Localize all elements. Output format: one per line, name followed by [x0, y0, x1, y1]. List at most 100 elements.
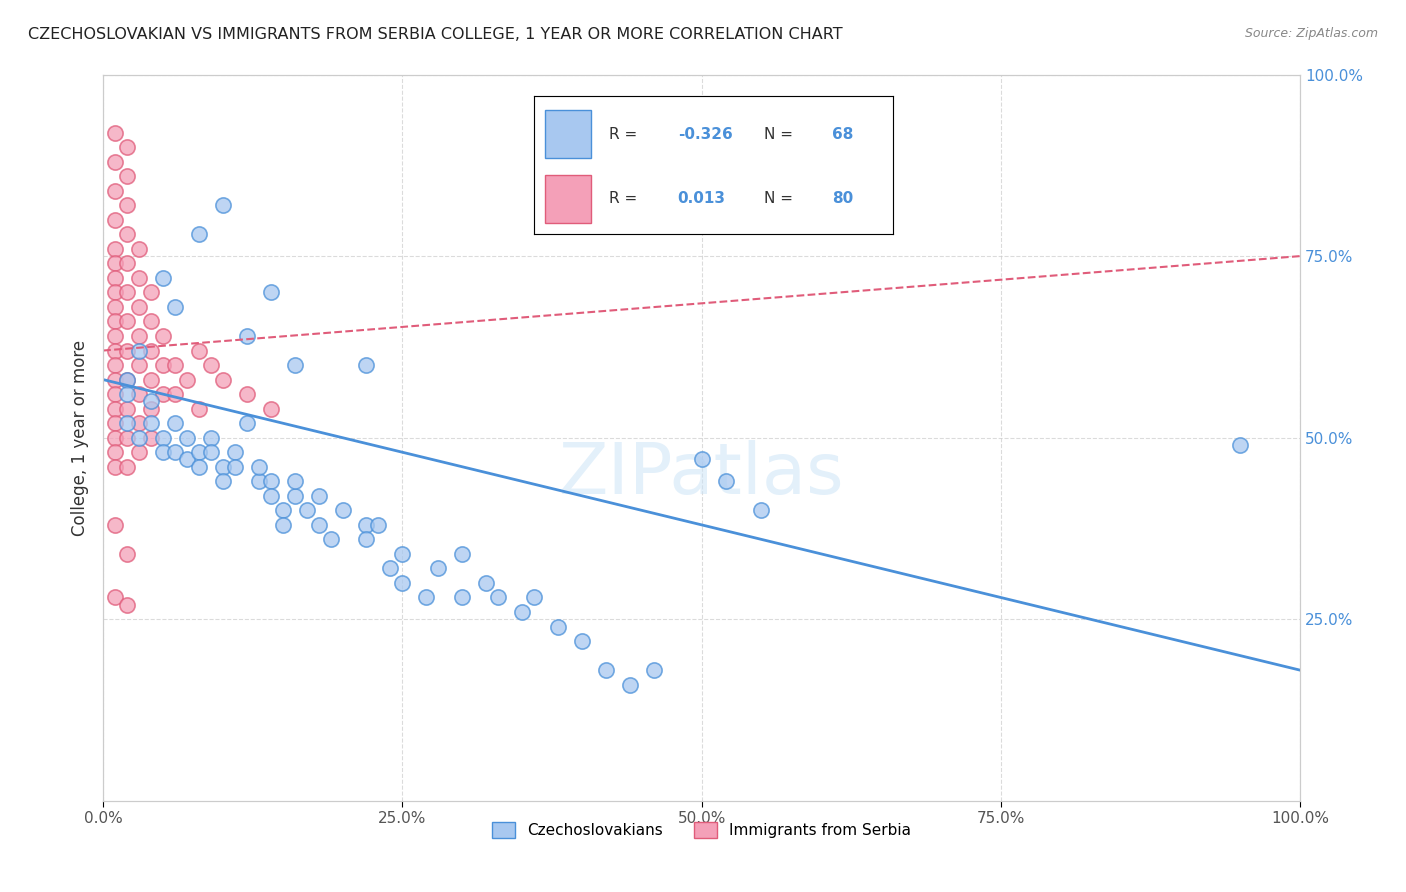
- Point: [139, 314, 162, 328]
- Point: [247, 475, 270, 489]
- Point: [595, 663, 617, 677]
- Point: [115, 401, 138, 416]
- Point: [115, 169, 138, 184]
- Point: [271, 503, 294, 517]
- Point: [115, 431, 138, 445]
- Point: [128, 387, 150, 401]
- Legend: Czechoslovakians, Immigrants from Serbia: Czechoslovakians, Immigrants from Serbia: [486, 816, 917, 844]
- Point: [271, 517, 294, 532]
- Point: [128, 431, 150, 445]
- Point: [187, 401, 209, 416]
- Point: [319, 533, 342, 547]
- Point: [152, 387, 174, 401]
- Point: [163, 300, 186, 314]
- Point: [211, 198, 233, 212]
- Point: [308, 517, 330, 532]
- Point: [176, 452, 198, 467]
- Point: [356, 533, 378, 547]
- Point: [128, 242, 150, 256]
- Point: [115, 198, 138, 212]
- Point: [380, 561, 402, 575]
- Point: [115, 256, 138, 270]
- Point: [391, 547, 413, 561]
- Point: [475, 576, 498, 591]
- Text: CZECHOSLOVAKIAN VS IMMIGRANTS FROM SERBIA COLLEGE, 1 YEAR OR MORE CORRELATION CH: CZECHOSLOVAKIAN VS IMMIGRANTS FROM SERBI…: [28, 27, 842, 42]
- Point: [236, 416, 259, 430]
- Point: [163, 445, 186, 459]
- Point: [187, 445, 209, 459]
- Point: [391, 576, 413, 591]
- Point: [260, 489, 283, 503]
- Point: [115, 285, 138, 300]
- Point: [128, 416, 150, 430]
- Point: [224, 459, 246, 474]
- Point: [139, 285, 162, 300]
- Point: [284, 475, 307, 489]
- Point: [200, 445, 222, 459]
- Point: [510, 605, 533, 619]
- Point: [236, 329, 259, 343]
- Point: [115, 598, 138, 612]
- Point: [308, 489, 330, 503]
- Point: [104, 431, 127, 445]
- Point: [260, 475, 283, 489]
- Point: [115, 459, 138, 474]
- Point: [128, 445, 150, 459]
- Point: [104, 358, 127, 372]
- Point: [104, 314, 127, 328]
- Point: [211, 475, 233, 489]
- Point: [104, 154, 127, 169]
- Point: [104, 401, 127, 416]
- Point: [260, 285, 283, 300]
- Point: [139, 401, 162, 416]
- Point: [236, 387, 259, 401]
- Point: [211, 373, 233, 387]
- Point: [295, 503, 318, 517]
- Point: [187, 459, 209, 474]
- Point: [104, 373, 127, 387]
- Point: [104, 517, 127, 532]
- Text: ZIPatlas: ZIPatlas: [558, 440, 845, 508]
- Point: [139, 343, 162, 358]
- Point: [486, 591, 509, 605]
- Point: [163, 416, 186, 430]
- Point: [1229, 438, 1251, 452]
- Point: [451, 547, 474, 561]
- Point: [104, 459, 127, 474]
- Point: [547, 619, 569, 633]
- Point: [104, 300, 127, 314]
- Point: [751, 503, 773, 517]
- Point: [104, 416, 127, 430]
- Point: [104, 126, 127, 140]
- Point: [139, 416, 162, 430]
- Point: [163, 358, 186, 372]
- Point: [104, 256, 127, 270]
- Point: [714, 475, 737, 489]
- Point: [152, 358, 174, 372]
- Point: [115, 547, 138, 561]
- Point: [415, 591, 437, 605]
- Point: [176, 373, 198, 387]
- Point: [128, 329, 150, 343]
- Point: [115, 373, 138, 387]
- Point: [115, 373, 138, 387]
- Point: [284, 358, 307, 372]
- Point: [284, 489, 307, 503]
- Point: [367, 517, 389, 532]
- Point: [128, 358, 150, 372]
- Point: [104, 242, 127, 256]
- Point: [104, 591, 127, 605]
- Point: [260, 401, 283, 416]
- Point: [104, 329, 127, 343]
- Point: [115, 314, 138, 328]
- Point: [152, 329, 174, 343]
- Point: [152, 271, 174, 285]
- Point: [115, 387, 138, 401]
- Point: [619, 678, 641, 692]
- Point: [187, 227, 209, 242]
- Point: [128, 271, 150, 285]
- Point: [139, 373, 162, 387]
- Point: [571, 634, 593, 648]
- Point: [451, 591, 474, 605]
- Point: [523, 591, 546, 605]
